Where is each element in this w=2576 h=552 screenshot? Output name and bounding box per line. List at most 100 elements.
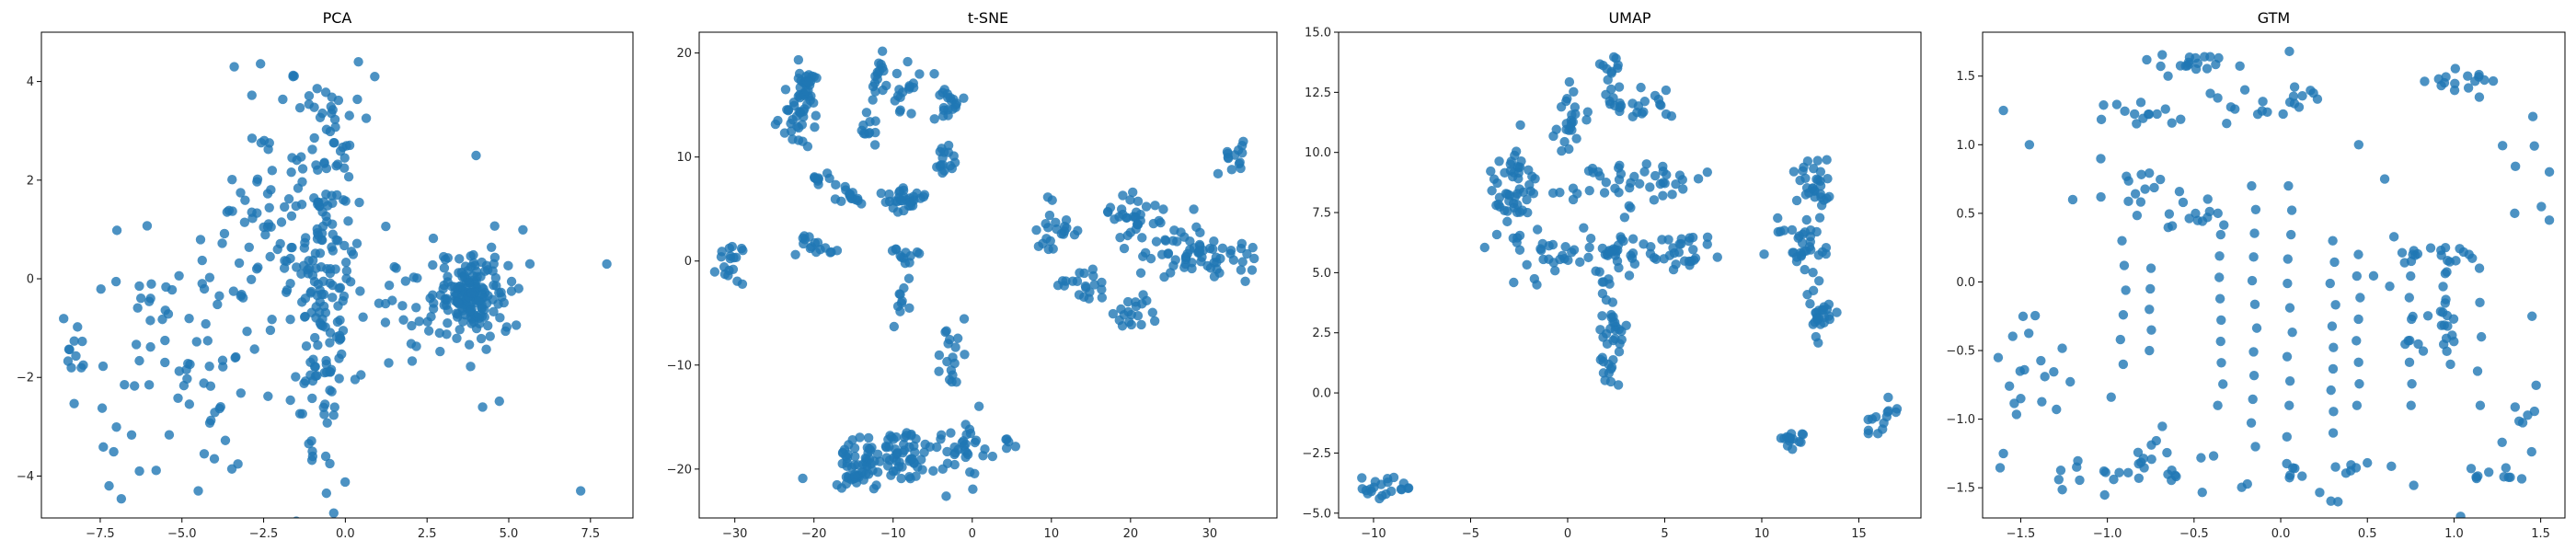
scatter-point <box>2450 78 2460 88</box>
scatter-point <box>2252 109 2263 120</box>
umap-y-tick-label: 10.0 <box>1305 146 1331 160</box>
panel-tsne: t-SNE −30 −20 −10 0 10 20 30 −20 −10 0 10 20 <box>644 0 1288 552</box>
scatter-point <box>2325 278 2335 289</box>
scatter-point <box>1189 204 1199 214</box>
scatter-point <box>280 201 290 213</box>
scatter-point <box>2529 406 2540 417</box>
scatter-point <box>2297 90 2307 101</box>
scatter-point <box>494 396 504 407</box>
scatter-point <box>2036 355 2046 366</box>
scatter-point <box>2284 400 2294 410</box>
scatter-point <box>2145 305 2155 315</box>
scatter-point <box>481 344 491 354</box>
scatter-point <box>219 228 230 239</box>
scatter-point <box>164 430 175 440</box>
scatter-point <box>315 248 326 259</box>
scatter-point <box>2449 85 2460 96</box>
scatter-point <box>904 81 914 91</box>
scatter-point <box>1808 285 1819 296</box>
scatter-point <box>2178 197 2189 208</box>
scatter-point <box>506 276 517 287</box>
scatter-point <box>2119 260 2130 270</box>
scatter-point <box>2544 215 2555 225</box>
scatter-point <box>943 105 953 115</box>
scatter-point <box>1608 355 1618 365</box>
scatter-point <box>973 401 984 411</box>
scatter-point <box>1619 213 1630 223</box>
scatter-point <box>2249 299 2260 310</box>
scatter-point <box>414 316 424 327</box>
scatter-point <box>2197 487 2207 498</box>
scatter-point <box>1671 259 1681 270</box>
scatter-point <box>202 336 213 346</box>
scatter-point <box>69 398 79 408</box>
scatter-point <box>1057 276 1068 286</box>
scatter-point <box>263 219 274 229</box>
scatter-point <box>234 258 245 269</box>
scatter-point <box>340 257 351 268</box>
gtm-y-tick-label: −0.5 <box>1946 345 1975 359</box>
scatter-point <box>1863 414 1873 425</box>
scatter-point <box>400 276 411 286</box>
scatter-point <box>2075 475 2085 486</box>
scatter-point <box>2135 98 2146 108</box>
scatter-point <box>2145 263 2156 273</box>
scatter-point <box>314 197 324 208</box>
scatter-point <box>892 448 903 458</box>
scatter-point <box>1048 244 1058 254</box>
umap-y-tick-label: 7.5 <box>1312 207 1331 221</box>
scatter-point <box>1606 362 1617 373</box>
gtm-x-tick-label: 0.0 <box>2271 527 2291 541</box>
scatter-point <box>889 434 899 444</box>
scatter-point <box>799 238 809 249</box>
scatter-point <box>2143 109 2154 120</box>
scatter-point <box>2385 281 2395 292</box>
pca-x-tick-label: −7.5 <box>86 527 115 541</box>
scatter-point <box>1823 299 1834 310</box>
scatter-point <box>2129 109 2140 120</box>
scatter-point <box>905 474 915 484</box>
scatter-point <box>305 357 316 367</box>
scatter-point <box>238 293 248 303</box>
scatter-point <box>244 242 254 252</box>
scatter-point <box>928 466 938 477</box>
scatter-point <box>224 205 235 216</box>
scatter-point <box>1810 192 1820 202</box>
scatter-point <box>313 165 323 176</box>
scatter-point <box>2118 310 2129 320</box>
scatter-point <box>1217 243 1228 254</box>
scatter-point <box>2146 325 2156 335</box>
scatter-point <box>239 217 250 227</box>
scatter-point <box>2404 293 2414 303</box>
scatter-point <box>1479 242 1489 253</box>
scatter-point <box>1639 107 1649 117</box>
scatter-point <box>2024 328 2034 339</box>
scatter-point <box>2326 385 2336 396</box>
panel-umap: UMAP −10 −5 0 5 10 15 −5.0 −2.5 0.0 2.5 5.0 7.5 10.0 1… <box>1288 0 1932 552</box>
scatter-point <box>2467 253 2478 263</box>
scatter-point <box>2355 293 2365 303</box>
scatter-point <box>306 286 316 297</box>
scatter-point <box>914 69 925 79</box>
scatter-point <box>453 297 463 308</box>
scatter-point <box>1559 136 1570 147</box>
scatter-point <box>1594 59 1605 69</box>
gtm-y-tick-label: 1.5 <box>1956 70 1975 84</box>
scatter-point <box>450 287 460 298</box>
scatter-point <box>960 420 971 430</box>
scatter-point <box>209 454 220 464</box>
scatter-point <box>903 273 914 283</box>
scatter-point <box>903 56 913 67</box>
scatter-point <box>2440 269 2451 279</box>
scatter-point <box>214 291 224 301</box>
gtm-axes-frame <box>1982 31 2566 519</box>
scatter-point <box>2057 343 2067 353</box>
scatter-point <box>2475 400 2486 410</box>
scatter-point <box>1584 242 1594 253</box>
scatter-point <box>793 54 804 65</box>
umap-y-tick-label: 12.5 <box>1305 86 1331 100</box>
scatter-point <box>1369 482 1379 492</box>
scatter-point <box>895 105 905 115</box>
scatter-point <box>131 339 142 350</box>
scatter-point <box>1659 254 1669 264</box>
